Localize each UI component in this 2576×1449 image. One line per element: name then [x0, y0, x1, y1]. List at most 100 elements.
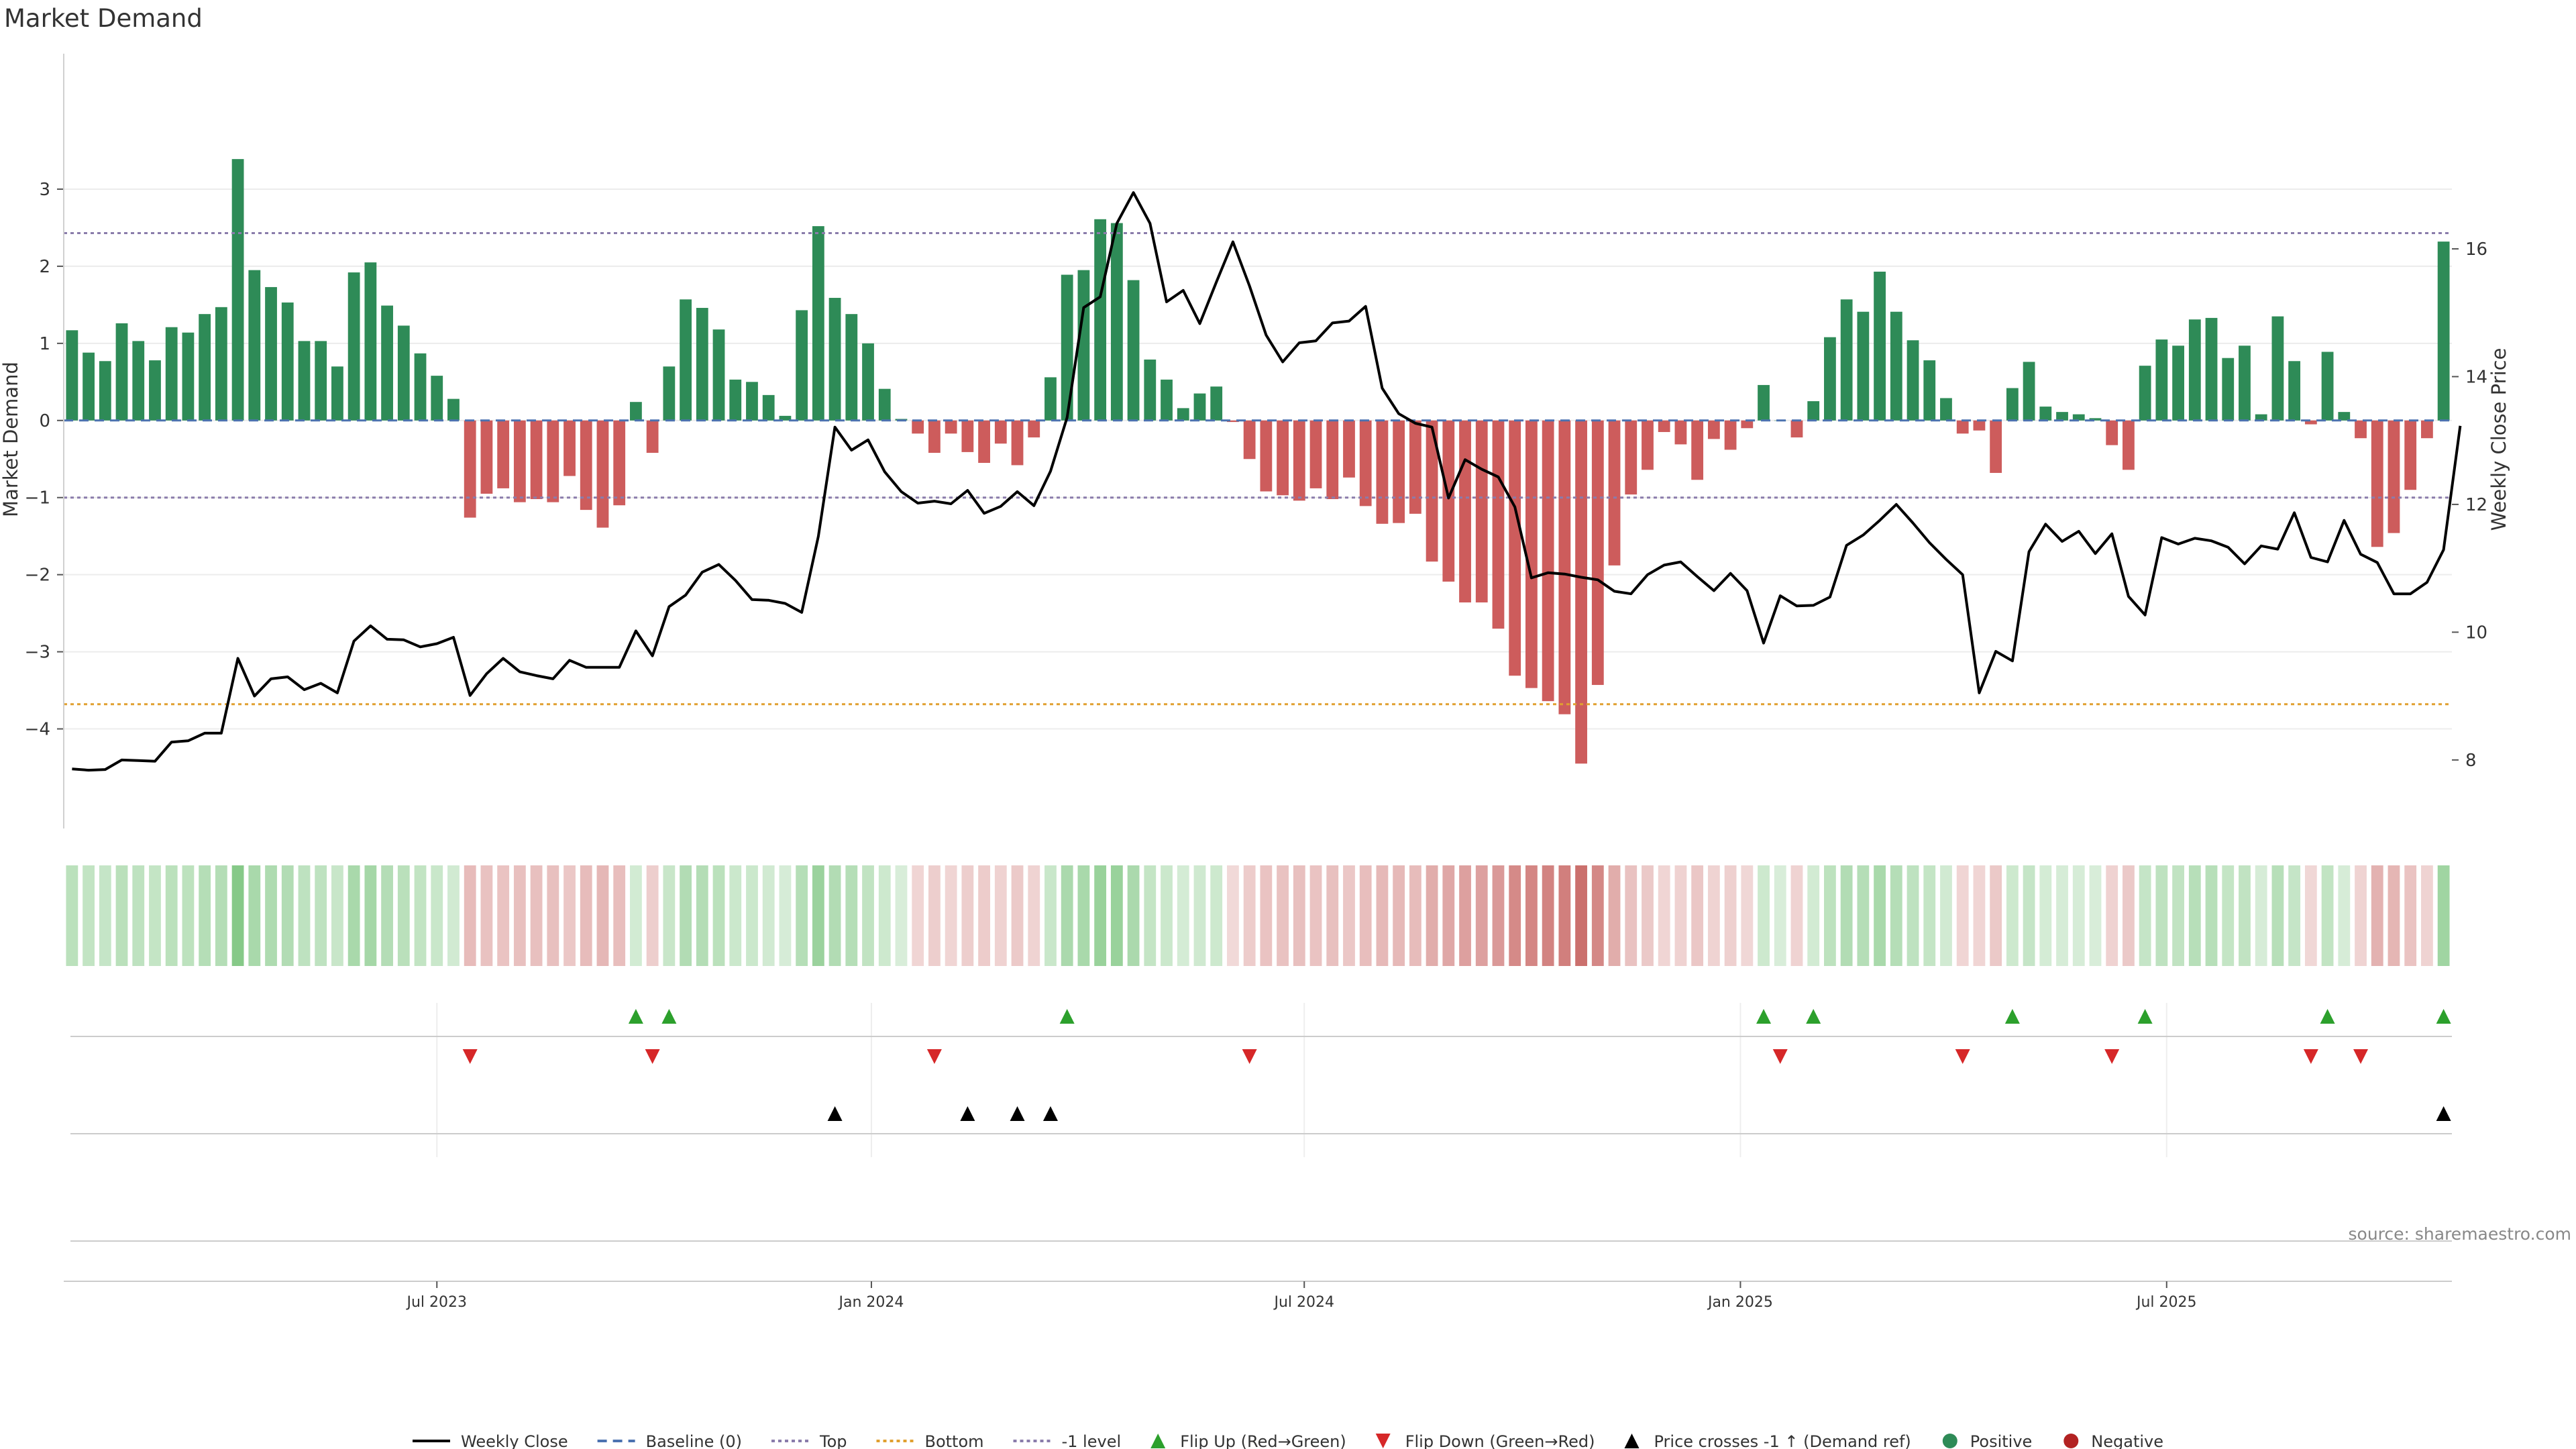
demand-bar: [1840, 299, 1853, 421]
heat-cell: [1061, 865, 1073, 966]
flip-down-marker: [462, 1049, 478, 1064]
price-cross-marker: [960, 1106, 975, 1121]
price-cross-marker: [1010, 1106, 1025, 1121]
demand-bar: [431, 376, 443, 421]
demand-bar: [2123, 420, 2135, 470]
heat-cell: [1642, 865, 1654, 966]
heat-cell: [862, 865, 874, 966]
legend-item: Bottom: [876, 1432, 984, 1449]
demand-bar: [1061, 274, 1073, 421]
demand-bar: [1990, 420, 2002, 473]
demand-bar: [845, 314, 858, 421]
legend: Weekly Close Baseline (0) Top Bottom -1 leve…: [413, 1432, 2163, 1449]
heat-cell: [1393, 865, 1405, 966]
demand-bar: [2288, 361, 2301, 421]
y-tick-label: −1: [25, 488, 50, 508]
demand-bar: [464, 420, 476, 518]
y-tick-label: 1: [39, 334, 50, 354]
demand-bar: [828, 298, 841, 421]
demand-bar: [1525, 420, 1538, 688]
heat-cell: [182, 865, 195, 966]
demand-bar: [1011, 420, 1024, 466]
heat-cell: [364, 865, 377, 966]
y2-tick-label: 14: [2465, 367, 2487, 387]
flip-down-marker: [2353, 1049, 2369, 1064]
heat-cell: [530, 865, 543, 966]
demand-bar: [2056, 412, 2068, 421]
legend-label: -1 level: [1062, 1432, 1122, 1449]
heat-cell: [2255, 865, 2267, 966]
heat-cell: [613, 865, 626, 966]
demand-bar: [1277, 420, 1289, 496]
demand-bar: [2371, 420, 2383, 547]
heat-cell: [1277, 865, 1289, 966]
legend-item: Flip Up (Red→Green): [1150, 1432, 1346, 1449]
heat-cell: [1691, 865, 1704, 966]
heat-cell: [1227, 865, 1239, 966]
demand-bar: [1094, 219, 1107, 421]
heat-cell: [895, 865, 908, 966]
heat-cell: [215, 865, 227, 966]
y-tick-label: 0: [39, 411, 50, 431]
heat-cell: [99, 865, 111, 966]
demand-bar: [1127, 280, 1140, 421]
heat-cell: [912, 865, 924, 966]
legend-item: Baseline (0): [597, 1432, 742, 1449]
heat-cell: [347, 865, 360, 966]
heat-cell: [1110, 865, 1123, 966]
demand-bar: [2355, 420, 2367, 439]
y-tick-label: 2: [39, 257, 50, 277]
demand-bar: [1907, 340, 1919, 421]
heat-cell: [696, 865, 708, 966]
x-axis: Jul 2023 Jan 2024 Jul 2024 Jan 2025 Jul 2025: [64, 1281, 2452, 1311]
demand-bar: [1642, 420, 1654, 470]
y2-tick-label: 12: [2465, 495, 2487, 515]
heat-cell: [928, 865, 941, 966]
heat-cell: [1973, 865, 1986, 966]
flip-up-marker: [1806, 1009, 1821, 1024]
legend-item: Flip Down (Green→Red): [1375, 1432, 1595, 1449]
heat-cell: [596, 865, 609, 966]
demand-bar: [347, 272, 360, 421]
heat-cell: [1990, 865, 2002, 966]
heat-cell: [2123, 865, 2135, 966]
demand-bar: [1243, 420, 1256, 460]
demand-bars: [66, 159, 2450, 764]
heat-cell: [1890, 865, 1902, 966]
heat-cell: [1674, 865, 1687, 966]
legend-label: Price crosses -1 ↑ (Demand ref): [1654, 1432, 1911, 1449]
demand-bar: [381, 305, 393, 421]
heat-cell: [1558, 865, 1571, 966]
heat-cell: [1509, 865, 1521, 966]
demand-bar: [564, 420, 576, 476]
demand-bar: [1193, 393, 1206, 421]
demand-bar: [596, 420, 609, 528]
demand-bar: [298, 341, 311, 421]
heat-cell: [845, 865, 858, 966]
heat-cell: [2288, 865, 2301, 966]
legend-item: Top: [771, 1432, 847, 1449]
legend-label: Negative: [2091, 1432, 2163, 1449]
heat-cell: [2072, 865, 2085, 966]
heat-cell: [1161, 865, 1173, 966]
heat-cell: [2039, 865, 2052, 966]
heat-cell: [1409, 865, 1421, 966]
heat-cell: [1658, 865, 1670, 966]
legend-items: Weekly Close Baseline (0) Top Bottom -1 leve…: [413, 1432, 2163, 1449]
flip-down-marker: [2104, 1049, 2120, 1064]
demand-bar: [2089, 418, 2102, 421]
demand-bar: [2304, 420, 2317, 425]
demand-bar: [2239, 345, 2251, 421]
demand-bar: [2437, 241, 2450, 421]
heat-cell: [1094, 865, 1107, 966]
demand-heat-strip: [66, 865, 2450, 966]
heat-cell: [1343, 865, 1355, 966]
demand-bar: [315, 341, 327, 421]
heat-cell: [2172, 865, 2184, 966]
flip-up-marker: [2004, 1009, 2020, 1024]
demand-bar: [2255, 414, 2267, 421]
legend-symbol: [1375, 1434, 1391, 1448]
heat-cell: [746, 865, 758, 966]
